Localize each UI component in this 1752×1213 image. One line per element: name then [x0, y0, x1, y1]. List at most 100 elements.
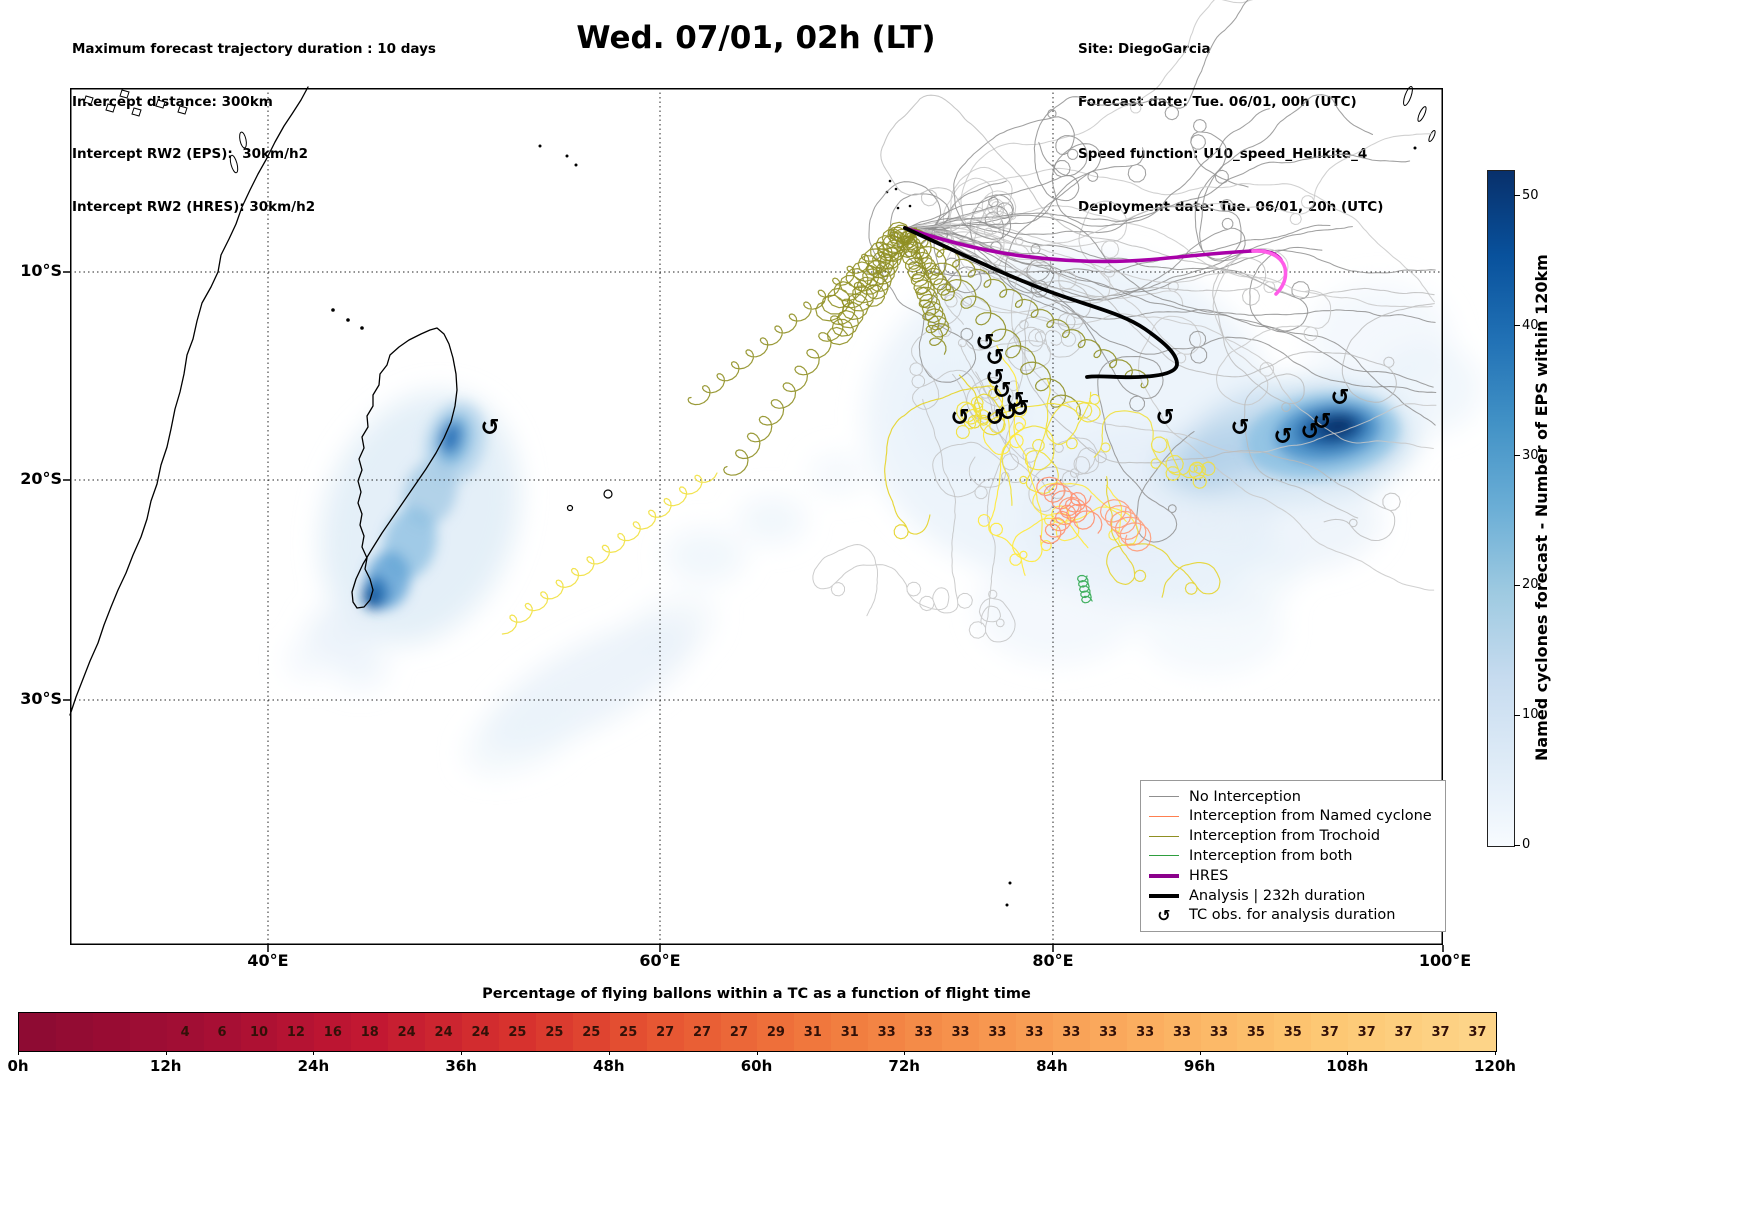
- colorbar-tick-mark: [1514, 584, 1520, 586]
- legend-item: Interception from Trochoid: [1149, 827, 1437, 846]
- flight-time-cell: 29: [757, 1013, 795, 1051]
- flight-tick-mark: [1347, 1051, 1349, 1055]
- flight-time-cell: 33: [868, 1013, 906, 1051]
- flight-time-cell: 35: [1237, 1013, 1275, 1051]
- flight-tick-mark: [756, 1051, 758, 1055]
- tc-obs-marker: ↺: [1273, 424, 1292, 450]
- flight-time-cell: 33: [1126, 1013, 1164, 1051]
- flight-time-cell: 10: [240, 1013, 278, 1051]
- flight-time-cell: 37: [1348, 1013, 1386, 1051]
- flight-time-cell: 37: [1422, 1013, 1459, 1051]
- param-line: Intercept RW2 (EPS): 30km/h2: [72, 146, 308, 162]
- legend-label: Interception from Trochoid: [1189, 828, 1381, 845]
- legend-item: Analysis | 232h duration: [1149, 886, 1437, 905]
- legend-label: HRES: [1189, 867, 1229, 884]
- flight-time-cell: 16: [314, 1013, 352, 1051]
- flight-time-cell: 27: [683, 1013, 721, 1051]
- flight-tick-label: 108h: [1326, 1057, 1369, 1075]
- lon-label-80e: 80°E: [1032, 951, 1074, 970]
- hres-track: [903, 226, 1288, 296]
- flight-time-cell: 33: [978, 1013, 1016, 1051]
- tc-obs-marker: ↺: [1010, 396, 1029, 422]
- eps-colorbar-label: Named cyclones forecast - Number of EPS …: [1532, 254, 1551, 761]
- flight-time-cell: 27: [720, 1013, 758, 1051]
- flight-tick-label: 0h: [7, 1057, 29, 1075]
- legend-item: No Interception: [1149, 787, 1437, 806]
- flight-time-cell: 25: [535, 1013, 573, 1051]
- flight-time-cell: 35: [1274, 1013, 1312, 1051]
- lat-label-10s: 10°S: [20, 261, 62, 280]
- tc-obs-marker: ↺: [1230, 415, 1249, 441]
- map-legend: No Interception Interception from Named c…: [1140, 780, 1446, 932]
- flight-tick-mark: [461, 1051, 463, 1055]
- flight-tick-mark: [608, 1051, 610, 1055]
- flight-time-cell: 24: [462, 1013, 499, 1051]
- legend-line: [1149, 873, 1179, 878]
- flight-tick-label: 12h: [149, 1057, 182, 1075]
- flight-time-cell: 33: [1163, 1013, 1201, 1051]
- colorbar-tick-mark: [1514, 325, 1520, 327]
- tc-obs-marker: ↺: [985, 365, 1004, 391]
- flight-time-title: Percentage of flying ballons within a TC…: [482, 986, 1031, 1002]
- legend-line: [1149, 835, 1179, 837]
- flight-time-cell: 27: [646, 1013, 684, 1051]
- colorbar-tick-label: 0: [1522, 837, 1531, 852]
- flight-time-cell: 4: [166, 1013, 204, 1051]
- tc-markers: ↺↺↺↺↺↺↺↺↺ ↺ ↺ ↺ ↺ ↺↺↺: [480, 330, 1349, 450]
- legend-line-sample: [1149, 893, 1179, 898]
- legend-line: [1149, 796, 1179, 797]
- analysis-track: [903, 226, 1179, 380]
- colorbar-tick-label: 20: [1522, 577, 1539, 593]
- legend-label: Analysis | 232h duration: [1189, 887, 1366, 904]
- flight-time-cell: 37: [1385, 1013, 1423, 1051]
- flight-time-cell: 25: [609, 1013, 647, 1051]
- legend-item: ↺ TC obs. for analysis duration: [1149, 906, 1437, 925]
- lon-label-40e: 40°E: [247, 951, 289, 970]
- tc-obs-marker: ↺: [950, 405, 969, 431]
- legend-label: No Interception: [1189, 788, 1301, 805]
- flight-tick-mark: [313, 1051, 315, 1055]
- flight-tick-label: 96h: [1183, 1057, 1216, 1075]
- flight-time-cell: 25: [572, 1013, 610, 1051]
- legend-item: Interception from Named cyclone: [1149, 807, 1437, 826]
- flight-time-cell: 33: [942, 1013, 979, 1051]
- flight-tick-mark: [1495, 1051, 1496, 1055]
- flight-tick-mark: [904, 1051, 906, 1055]
- flight-time-cell: [129, 1013, 167, 1051]
- colorbar-tick-label: 10: [1522, 707, 1539, 723]
- flight-time-cell: 33: [905, 1013, 943, 1051]
- param-line: Intercept RW2 (HRES): 30km/h2: [72, 198, 316, 215]
- legend-line-sample: [1149, 815, 1179, 817]
- map-canvas: ↺↺↺↺↺↺↺↺↺ ↺ ↺ ↺ ↺ ↺↺↺: [63, 0, 1482, 952]
- flight-time-colorbar: 4 6 10 12 16 18 24 24 24 25 25 25 25 27 27 27 29 31 31 33 33…: [18, 1012, 1497, 1052]
- legend-line-sample: [1149, 796, 1179, 797]
- flight-time-cell: 24: [425, 1013, 463, 1051]
- flight-time-cell: 12: [277, 1013, 315, 1051]
- tc-obs-marker: ↺: [1155, 405, 1174, 431]
- flight-tick-label: 36h: [445, 1057, 477, 1075]
- axes-ticks: [63, 271, 1444, 952]
- ensemble-trajectories: [501, 0, 1437, 643]
- colorbar-tick-mark: [1514, 195, 1520, 197]
- flight-time-cell: 33: [1200, 1013, 1238, 1051]
- tc-obs-marker: ↺: [1312, 409, 1331, 435]
- flight-time-cell: 6: [203, 1013, 241, 1051]
- figure-title: Wed. 07/01, 02h (LT): [576, 20, 936, 56]
- flight-tick-label: 120h: [1474, 1057, 1516, 1075]
- map-frame: ↺ ↺ ↺ ↺ ↺ ↺ ↺ ↺ ↺ ↺ ↺ ↺ ↺ ↺ ↺ ↺ No Interception Intercep…: [63, 0, 1482, 952]
- tc-obs-marker: ↺: [480, 415, 499, 441]
- colorbar-tick-mark: [1514, 714, 1520, 716]
- flight-time-cell: 31: [794, 1013, 832, 1051]
- flight-time-cell: [55, 1013, 93, 1051]
- map-border: [70, 88, 1443, 945]
- eps-colorbar: [1487, 170, 1515, 847]
- coastlines: [69, 86, 1436, 907]
- flight-tick-label: 60h: [740, 1057, 773, 1075]
- tc-obs-marker: ↺: [1300, 419, 1319, 445]
- flight-tick-label: 24h: [297, 1057, 330, 1075]
- info-line: Site: DiegoGarcia: [1078, 41, 1211, 57]
- flight-tick-mark: [18, 1051, 19, 1055]
- legend-line: [1149, 855, 1179, 857]
- colorbar-tick-mark: [1514, 455, 1520, 457]
